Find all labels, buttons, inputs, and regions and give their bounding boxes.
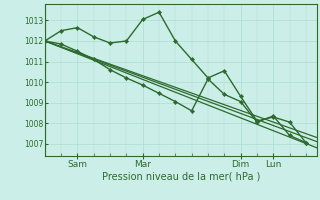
- X-axis label: Pression niveau de la mer( hPa ): Pression niveau de la mer( hPa ): [102, 172, 260, 182]
